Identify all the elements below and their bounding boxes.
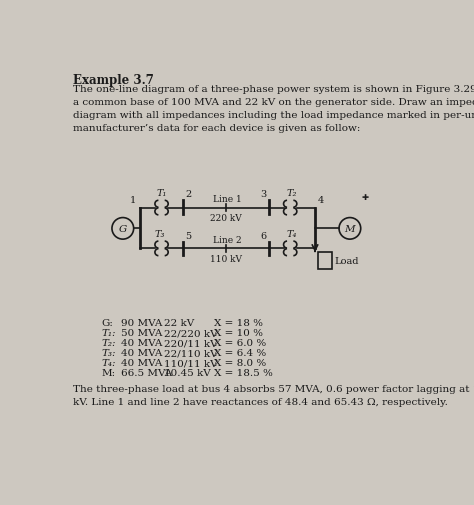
Text: M:: M: [102,369,116,378]
Text: The one-line diagram of a three-phase power system is shown in Figure 3.29. Sele: The one-line diagram of a three-phase po… [73,85,474,133]
Text: Load: Load [334,257,359,266]
Text: 110/11 kV: 110/11 kV [164,359,218,368]
Text: T₄: T₄ [287,229,297,238]
Text: 5: 5 [186,231,191,240]
Text: X = 10 %: X = 10 % [214,329,263,338]
Text: ✚: ✚ [362,193,369,202]
Text: 10.45 kV: 10.45 kV [164,369,210,378]
Text: G: G [118,224,127,233]
Text: Example 3.7: Example 3.7 [73,74,154,87]
Text: 22/220 kV: 22/220 kV [164,329,218,338]
Text: T₃:: T₃: [102,349,117,358]
Text: T₁:: T₁: [102,329,117,338]
Text: 110 kV: 110 kV [210,254,242,263]
Text: 22/110 kV: 22/110 kV [164,349,218,358]
Text: T₂: T₂ [287,188,297,197]
Text: 22 kV: 22 kV [164,319,194,328]
Text: T₃: T₃ [154,229,164,238]
Text: 220 kV: 220 kV [210,214,242,223]
Text: 4: 4 [318,196,324,205]
Text: X = 6.0 %: X = 6.0 % [214,339,266,348]
Text: Line 1: Line 1 [213,194,242,204]
Text: 50 MVA: 50 MVA [121,329,163,338]
Text: T₄:: T₄: [102,359,117,368]
Text: X = 8.0 %: X = 8.0 % [214,359,266,368]
Text: 40 MVA: 40 MVA [121,349,163,358]
Text: The three-phase load at bus 4 absorbs 57 MVA, 0.6 power factor lagging at 10.45
: The three-phase load at bus 4 absorbs 57… [73,384,474,406]
Text: X = 18 %: X = 18 % [214,319,263,328]
Text: G:: G: [102,319,114,328]
Text: Line 2: Line 2 [213,235,242,244]
Text: 1: 1 [130,196,136,205]
Text: 6: 6 [260,231,266,240]
Text: X = 6.4 %: X = 6.4 % [214,349,266,358]
Text: X = 18.5 %: X = 18.5 % [214,369,273,378]
Bar [318,252,332,270]
Text: 66.5 MVA: 66.5 MVA [121,369,173,378]
Text: M: M [345,224,355,233]
Text: T₁: T₁ [156,188,167,197]
Text: 90 MVA: 90 MVA [121,319,163,328]
Text: T₂:: T₂: [102,339,117,348]
Text: 40 MVA: 40 MVA [121,359,163,368]
Text: 2: 2 [186,189,192,198]
Text: 40 MVA: 40 MVA [121,339,163,348]
Text: 3: 3 [260,189,266,198]
Text: 220/11 kV: 220/11 kV [164,339,218,348]
